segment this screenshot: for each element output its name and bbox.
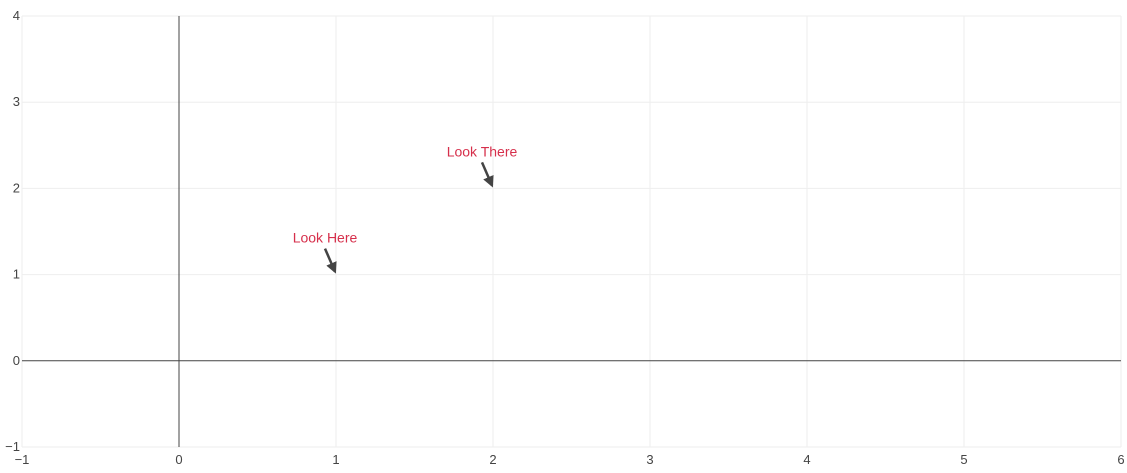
y-tick-label: −1 [5, 439, 20, 454]
x-axis-ticks: −1 0 1 2 3 4 5 6 [15, 452, 1125, 467]
x-tick-label: 2 [489, 452, 496, 467]
x-tick-label: 6 [1117, 452, 1124, 467]
annotation-arrow [323, 248, 337, 274]
y-tick-label: 2 [13, 180, 20, 195]
x-tick-label: 5 [960, 452, 967, 467]
y-tick-label: 0 [13, 353, 20, 368]
annotation-arrow [480, 161, 494, 188]
y-tick-label: 1 [13, 267, 20, 282]
x-tick-label: 1 [332, 452, 339, 467]
y-axis-ticks: −1 0 1 2 3 4 [5, 8, 20, 454]
annotations: Look Here Look There [293, 143, 518, 274]
grid-lines [21, 15, 1122, 448]
x-tick-label: 0 [175, 452, 182, 467]
y-tick-label: 3 [13, 94, 20, 109]
x-tick-label: 4 [803, 452, 810, 467]
annotation: Look There [447, 143, 518, 188]
y-tick-label: 4 [13, 8, 20, 23]
annotation-label: Look Here [293, 230, 358, 246]
zero-lines [22, 16, 1121, 447]
annotation-label: Look There [447, 143, 518, 159]
x-tick-label: 3 [646, 452, 653, 467]
x-tick-label: −1 [15, 452, 30, 467]
annotation: Look Here [293, 230, 358, 274]
